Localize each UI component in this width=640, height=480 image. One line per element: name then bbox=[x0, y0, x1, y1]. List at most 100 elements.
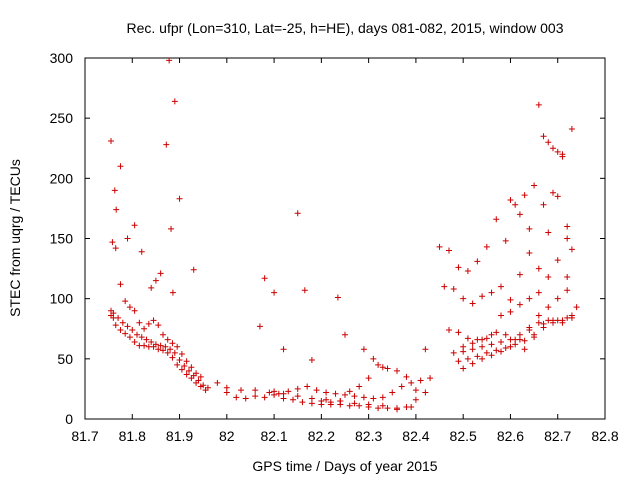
data-point bbox=[412, 387, 419, 394]
data-point bbox=[169, 354, 176, 361]
data-point bbox=[136, 319, 143, 326]
data-point bbox=[488, 341, 495, 348]
y-tick-label: 100 bbox=[50, 291, 74, 307]
y-tick-label: 150 bbox=[50, 231, 74, 247]
y-tick-label: 200 bbox=[50, 170, 74, 186]
data-point bbox=[214, 379, 221, 386]
data-point bbox=[479, 343, 486, 350]
data-point bbox=[493, 216, 500, 223]
data-point bbox=[141, 325, 148, 332]
data-point bbox=[124, 323, 131, 330]
data-point bbox=[166, 57, 173, 64]
data-point bbox=[446, 326, 452, 333]
data-point bbox=[521, 337, 528, 344]
data-point bbox=[564, 235, 571, 242]
data-point bbox=[498, 348, 504, 355]
data-point bbox=[521, 192, 528, 199]
data-point bbox=[370, 395, 377, 402]
x-tick-label: 82.1 bbox=[260, 428, 287, 444]
data-point bbox=[512, 341, 519, 348]
data-point bbox=[115, 314, 122, 321]
data-point bbox=[126, 334, 133, 341]
data-point bbox=[535, 289, 542, 296]
data-point bbox=[531, 182, 538, 189]
data-point bbox=[564, 223, 571, 230]
data-point bbox=[384, 365, 391, 372]
data-point bbox=[299, 399, 306, 406]
data-point bbox=[573, 304, 580, 311]
data-point bbox=[342, 331, 348, 338]
data-point bbox=[455, 358, 462, 365]
data-point bbox=[441, 283, 448, 290]
data-point bbox=[545, 317, 552, 324]
data-point bbox=[174, 343, 181, 350]
data-point bbox=[464, 335, 471, 342]
data-point bbox=[308, 357, 315, 364]
data-point bbox=[271, 289, 278, 296]
data-point bbox=[365, 401, 372, 408]
data-point bbox=[526, 225, 533, 232]
data-point bbox=[108, 138, 114, 145]
data-point bbox=[178, 366, 185, 373]
data-point bbox=[498, 283, 504, 290]
data-point bbox=[502, 345, 509, 352]
data-point bbox=[197, 373, 204, 380]
data-point bbox=[516, 211, 523, 218]
data-point bbox=[188, 364, 195, 371]
data-point bbox=[308, 395, 315, 402]
y-tick-label: 50 bbox=[57, 351, 73, 367]
data-point bbox=[398, 383, 405, 390]
data-point bbox=[186, 367, 192, 374]
data-point bbox=[389, 389, 396, 396]
data-point bbox=[304, 383, 311, 390]
data-point bbox=[469, 300, 476, 307]
data-point bbox=[535, 312, 542, 319]
data-point bbox=[351, 393, 358, 400]
data-point bbox=[502, 331, 509, 338]
data-point bbox=[124, 235, 131, 242]
data-point bbox=[554, 257, 561, 264]
data-point bbox=[204, 384, 211, 391]
data-point bbox=[169, 289, 176, 296]
data-point bbox=[117, 163, 124, 170]
x-tick-label: 81.8 bbox=[119, 428, 146, 444]
data-point bbox=[507, 343, 514, 350]
data-point bbox=[131, 307, 138, 314]
data-point bbox=[183, 358, 190, 365]
data-point bbox=[117, 326, 124, 333]
data-point bbox=[550, 319, 556, 326]
data-point bbox=[200, 382, 207, 389]
data-point bbox=[134, 331, 140, 338]
data-point bbox=[337, 397, 344, 404]
data-point bbox=[157, 342, 164, 349]
data-point bbox=[155, 346, 162, 353]
data-point bbox=[261, 275, 268, 282]
data-point bbox=[554, 148, 561, 155]
data-point bbox=[155, 322, 162, 329]
data-point bbox=[110, 310, 117, 317]
x-tick-label: 82.7 bbox=[544, 428, 571, 444]
data-point bbox=[564, 287, 571, 294]
data-point bbox=[559, 151, 566, 158]
data-point bbox=[129, 326, 136, 333]
data-point bbox=[375, 405, 382, 412]
data-point bbox=[488, 331, 495, 338]
data-point bbox=[568, 125, 575, 132]
data-point bbox=[512, 201, 519, 208]
data-point bbox=[516, 271, 523, 278]
data-point bbox=[493, 329, 500, 336]
data-point bbox=[408, 403, 415, 410]
data-point bbox=[164, 336, 171, 343]
data-point bbox=[526, 249, 533, 256]
data-point bbox=[122, 298, 129, 305]
data-point bbox=[195, 377, 202, 384]
data-point bbox=[171, 98, 178, 105]
plot-frame bbox=[84, 57, 606, 420]
data-point bbox=[266, 389, 273, 396]
data-point bbox=[507, 196, 514, 203]
data-point bbox=[334, 294, 341, 301]
data-point bbox=[112, 245, 119, 252]
data-point bbox=[233, 394, 240, 401]
data-point bbox=[550, 145, 556, 152]
data-point bbox=[483, 243, 490, 250]
